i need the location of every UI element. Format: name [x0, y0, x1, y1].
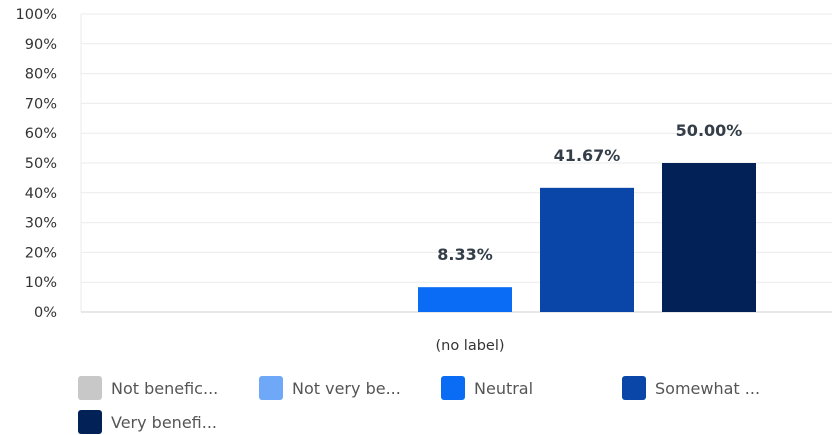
y-tick-label: 70% — [25, 96, 57, 112]
bar — [540, 187, 634, 312]
legend-label: Not benefic... — [111, 378, 219, 398]
y-tick-label: 50% — [25, 156, 57, 172]
data-label: 50.00% — [676, 121, 743, 140]
legend-item[interactable]: Not benefic... — [78, 374, 218, 402]
legend-label: Not very be... — [292, 378, 401, 398]
legend-swatch — [78, 410, 102, 434]
legend-label: Somewhat ... — [655, 378, 761, 398]
y-tick-label: 10% — [25, 275, 57, 291]
y-tick-label: 100% — [16, 7, 57, 23]
legend-swatch — [441, 376, 465, 400]
legend-swatch — [78, 376, 102, 400]
legend: Not benefic... Not very be... Neutral Somew… — [78, 374, 835, 434]
bar — [662, 163, 756, 312]
y-tick-label: 20% — [25, 245, 57, 261]
chart-plot: 0% 10% 20% 30% 40% 50% 60% 70% 80% 90% 100% 8.33% 41… — [16, 7, 832, 354]
y-tick-label: 60% — [25, 126, 57, 142]
legend-item[interactable]: Somewhat ... — [622, 374, 760, 402]
x-category-label: (no label) — [435, 338, 504, 354]
y-tick-label: 30% — [25, 216, 57, 232]
data-label: 8.33% — [437, 245, 493, 264]
y-tick-label: 40% — [25, 186, 57, 202]
legend-swatch — [622, 376, 646, 400]
y-tick-label: 0% — [34, 305, 57, 321]
bar — [418, 287, 512, 312]
y-tick-label: 80% — [25, 67, 57, 83]
legend-swatch — [259, 376, 283, 400]
data-label: 41.67% — [554, 146, 621, 165]
legend-item[interactable]: Not very be... — [259, 374, 401, 402]
y-tick-label: 90% — [25, 37, 57, 53]
legend-label: Neutral — [474, 378, 534, 398]
legend-item[interactable]: Neutral — [441, 374, 533, 402]
legend-label: Very benefi... — [111, 412, 217, 432]
legend-item[interactable]: Very benefi... — [78, 408, 217, 435]
